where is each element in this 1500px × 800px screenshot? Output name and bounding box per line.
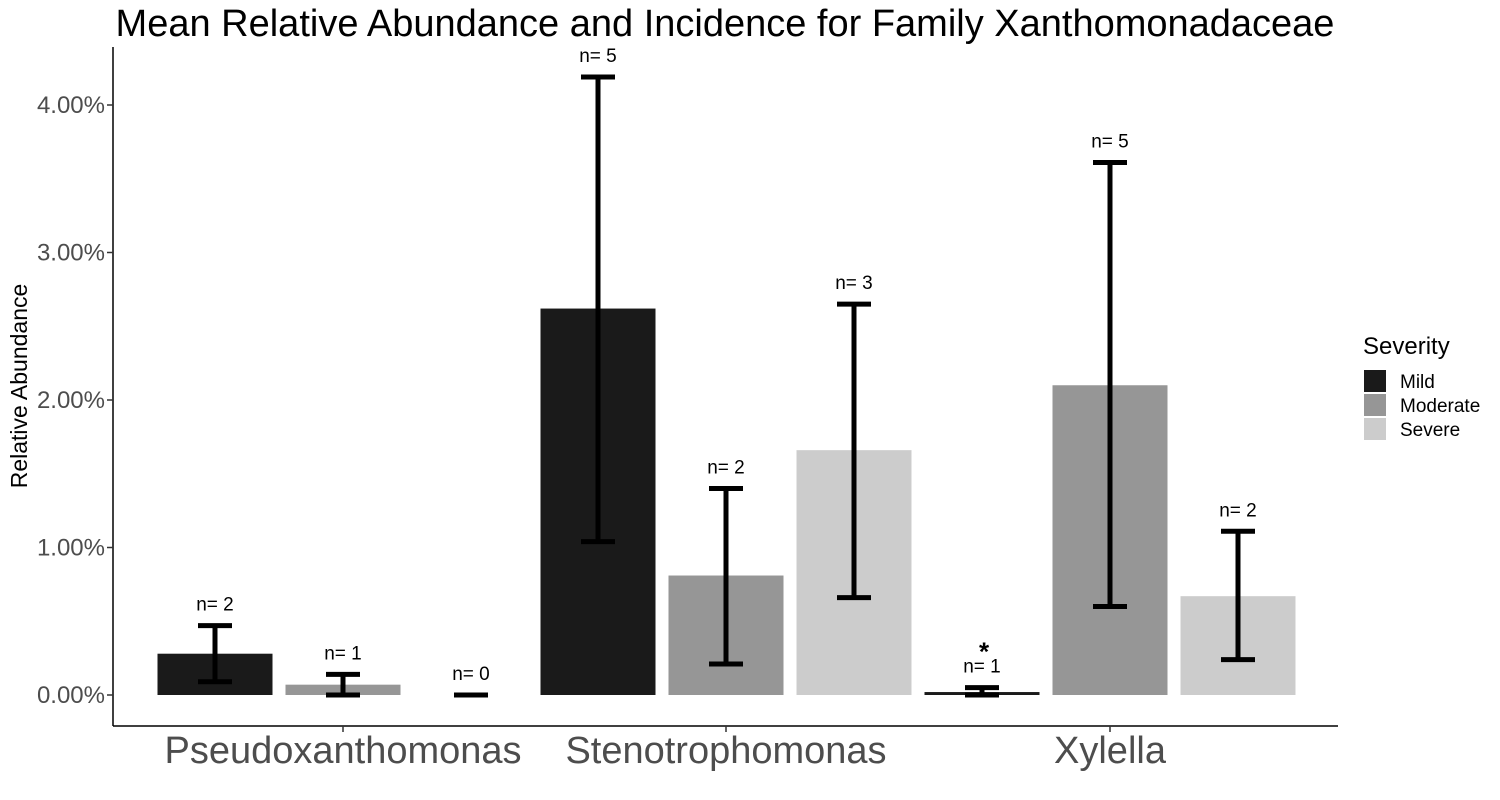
x-tick-label: Stenotrophomonas <box>565 730 886 772</box>
count-label: n= 5 <box>1091 132 1129 153</box>
x-tick-label: Pseudoxanthomonas <box>164 730 521 772</box>
count-label: n= 3 <box>835 273 873 294</box>
y-tick-label: 3.00% <box>37 240 105 267</box>
count-label: n= 0 <box>452 664 490 685</box>
count-label: n= 1 <box>963 657 1001 678</box>
y-axis-label: Relative Abundance <box>6 284 32 489</box>
legend-label: Severe <box>1400 420 1460 441</box>
error-bars <box>198 74 1255 698</box>
count-label: n= 2 <box>707 458 745 479</box>
error-bar <box>1093 160 1127 609</box>
x-tick-label: Xylella <box>1054 730 1167 772</box>
legend: Severity Mild Moderate Severe <box>1363 333 1480 441</box>
legend-swatch <box>1364 418 1386 440</box>
y-tick-label: 2.00% <box>37 387 105 414</box>
legend-title: Severity <box>1363 333 1450 360</box>
error-bar <box>709 486 743 667</box>
count-label: n= 5 <box>579 46 617 67</box>
count-label: n= 2 <box>196 595 234 616</box>
error-bar <box>965 685 999 698</box>
axes: 0.00% 1.00% 2.00% 3.00% 4.00% Pseudoxanthomon… <box>37 47 1338 772</box>
error-bar <box>837 301 871 601</box>
error-bar <box>326 671 360 698</box>
y-tick-label: 4.00% <box>37 92 105 119</box>
error-bar <box>198 623 232 685</box>
significance-asterisk: * <box>979 637 990 667</box>
chart-title: Mean Relative Abundance and Incidence fo… <box>116 3 1335 45</box>
legend-swatch <box>1364 394 1386 416</box>
count-labels: n= 2 n= 5 n= 1 n= 1 n= 2 n= 5 n= 0 n= 3 n= 2 * <box>196 46 1257 685</box>
legend-label: Moderate <box>1400 396 1480 417</box>
y-tick-label: 1.00% <box>37 535 105 562</box>
error-bar <box>1221 528 1255 663</box>
legend-swatch <box>1364 370 1386 392</box>
y-tick-label: 0.00% <box>37 682 105 709</box>
count-label: n= 1 <box>324 643 362 664</box>
error-bar <box>581 74 615 545</box>
legend-label: Mild <box>1400 372 1435 393</box>
count-label: n= 2 <box>1219 500 1257 521</box>
